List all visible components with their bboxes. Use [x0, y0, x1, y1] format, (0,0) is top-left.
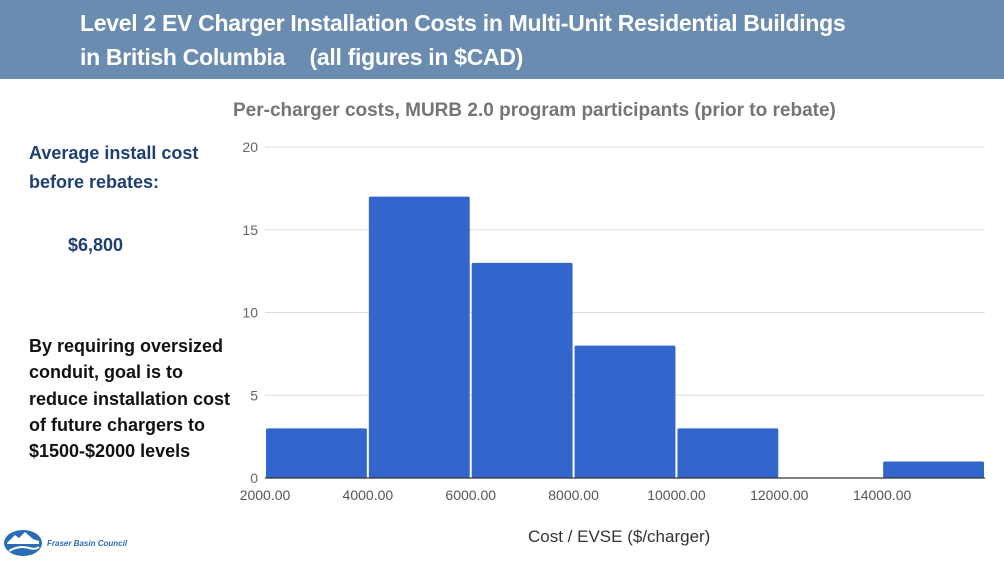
y-tick-label: 15	[242, 222, 258, 238]
histogram-bar	[883, 461, 984, 478]
y-tick-labels: 0 5 10 15 20	[242, 139, 258, 486]
y-tick-label: 0	[250, 470, 258, 486]
logo-text: Fraser Basin Council	[47, 538, 128, 548]
x-tick-label: 6000.00	[445, 487, 496, 503]
bars	[266, 196, 984, 478]
y-tick-label: 20	[242, 139, 258, 155]
x-tick-labels: 2000.00 4000.00 6000.00 8000.00 10000.00 1200…	[240, 487, 912, 503]
x-axis-label: Cost / EVSE ($/charger)	[528, 527, 711, 546]
x-tick-label: 4000.00	[343, 487, 394, 503]
slide-header: Level 2 EV Charger Installation Costs in…	[0, 0, 1004, 79]
histogram-bar	[574, 345, 676, 478]
y-tick-label: 10	[242, 305, 258, 321]
river-mountain-logo-icon	[4, 530, 42, 556]
x-tick-label: 2000.00	[240, 487, 291, 503]
goal-text: By requiring oversized conduit, goal is …	[29, 336, 231, 462]
y-tick-label: 5	[250, 387, 258, 403]
x-tick-label: 12000.00	[750, 487, 809, 503]
x-tick-label: 8000.00	[548, 487, 599, 503]
average-cost-label: Average install cost before rebates:	[29, 143, 199, 192]
histogram-bar	[266, 428, 367, 478]
chart-title: Per-charger costs, MURB 2.0 program part…	[233, 100, 836, 121]
slide-title-line-1: Level 2 EV Charger Installation Costs in…	[80, 10, 846, 36]
x-tick-label: 10000.00	[647, 487, 706, 503]
slide-title-line-2: in British Columbia (all figures in $CAD…	[80, 44, 524, 70]
histogram-bar	[368, 196, 470, 478]
x-tick-label: 14000.00	[853, 487, 912, 503]
average-cost-value: $6,800	[68, 235, 124, 255]
histogram-bar	[471, 262, 573, 478]
histogram-bar	[677, 428, 779, 478]
fraser-basin-council-logo: Fraser Basin Council	[3, 529, 127, 557]
